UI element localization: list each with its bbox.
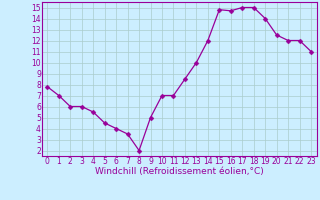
X-axis label: Windchill (Refroidissement éolien,°C): Windchill (Refroidissement éolien,°C) <box>95 167 264 176</box>
